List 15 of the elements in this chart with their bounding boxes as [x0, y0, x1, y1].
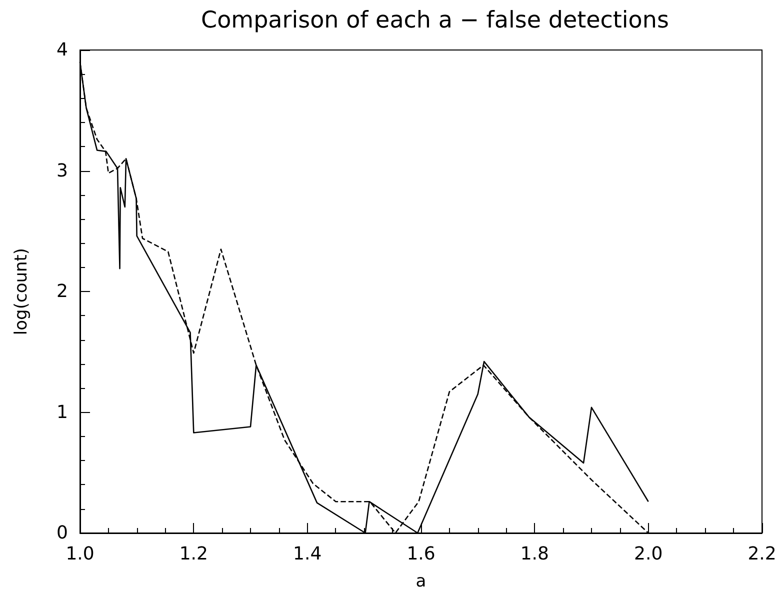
chart-title: Comparison of each a − false detections — [201, 8, 669, 34]
x-tick-label: 1.0 — [66, 544, 94, 564]
y-tick-label: 3 — [56, 160, 68, 182]
x-tick-label: 1.2 — [179, 544, 208, 564]
x-tick-label: 1.4 — [293, 544, 322, 564]
x-tick-label: 1.6 — [406, 544, 436, 564]
x-tick-label: 1.8 — [520, 544, 549, 564]
y-tick-label: 0 — [56, 522, 68, 544]
y-tick-label: 4 — [56, 40, 68, 60]
y-tick-label: 1 — [56, 402, 68, 423]
x-axis-title: a — [416, 572, 426, 592]
y-axis-title: log(count) — [12, 248, 32, 336]
x-tick-label: 2.2 — [748, 544, 776, 564]
y-tick-label: 2 — [56, 281, 68, 302]
x-tick-label: 2.0 — [634, 544, 663, 564]
